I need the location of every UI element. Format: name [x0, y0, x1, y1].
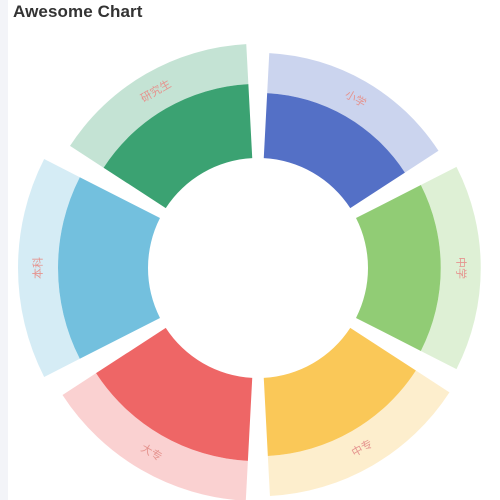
slice-label-1: 中学: [454, 257, 468, 279]
slice-0[interactable]: [263, 93, 405, 209]
outer-band-4: [18, 159, 80, 377]
slice-2[interactable]: [263, 327, 416, 457]
left-edge-strip: [0, 0, 8, 500]
outer-band-3: [62, 373, 248, 500]
outer-band-group: [18, 44, 481, 500]
slice-3[interactable]: [96, 327, 253, 461]
slice-4[interactable]: [58, 177, 160, 359]
slice-5[interactable]: [103, 84, 253, 209]
outer-band-2: [267, 370, 450, 496]
outer-band-0: [267, 53, 439, 173]
outer-band-5: [70, 44, 249, 168]
chart-title: Awesome Chart: [13, 2, 143, 21]
outer-band-1: [420, 166, 481, 370]
inner-arc-group: [58, 84, 441, 461]
slice-1[interactable]: [356, 185, 441, 351]
slice-label-4: 本科: [31, 257, 45, 279]
